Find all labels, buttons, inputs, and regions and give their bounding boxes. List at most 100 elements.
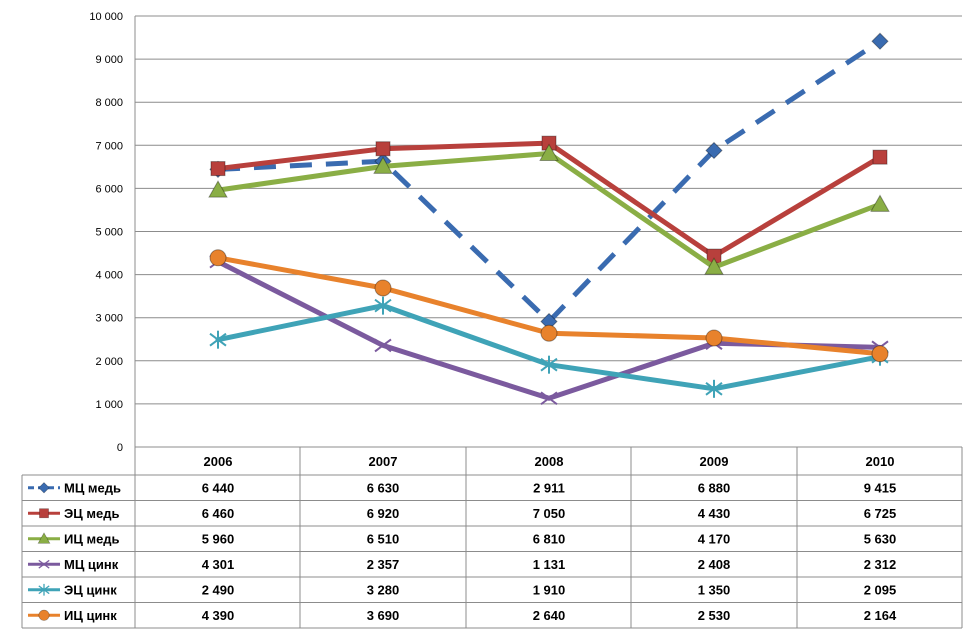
triangle-marker xyxy=(539,143,559,161)
series-name: МЦ медь xyxy=(64,480,121,495)
series-name: ИЦ медь xyxy=(64,531,120,546)
data-point-square xyxy=(375,141,391,157)
data-point-circle xyxy=(209,249,227,267)
table-cell-value: 2 911 xyxy=(533,480,565,495)
data-point-circle xyxy=(871,345,889,363)
y-tick-label: 4 000 xyxy=(95,270,123,282)
table-cell-value: 4 430 xyxy=(698,506,731,521)
legend-key xyxy=(28,559,60,569)
legend-key xyxy=(28,609,60,621)
data-point-triangle xyxy=(539,143,559,161)
y-tick-label: 8 000 xyxy=(95,97,123,109)
series-name: ИЦ цинк xyxy=(64,608,117,623)
circle-marker xyxy=(540,324,558,342)
x-category-label: 2010 xyxy=(866,454,895,469)
table-cell-value: 4 170 xyxy=(698,531,731,546)
triangle-marker xyxy=(37,532,51,544)
x-marker-stroke xyxy=(540,391,558,406)
legend-key xyxy=(28,508,60,519)
y-axis-ticks: 0 1 000 2 000 3 000 4 000 5 000 6 000 7 000 8 00… xyxy=(89,11,123,454)
data-point-asterisk xyxy=(209,330,227,349)
table-cell-value: 2 530 xyxy=(698,608,731,623)
table-cell-value: 1 350 xyxy=(698,582,731,597)
data-point-asterisk xyxy=(705,379,723,398)
square-marker xyxy=(375,141,391,157)
data-point-triangle xyxy=(870,194,890,212)
data-point-circle xyxy=(38,609,50,621)
series-line xyxy=(215,150,883,270)
table-cell-value: 4 390 xyxy=(202,608,235,623)
table-cell-value: 5 630 xyxy=(864,531,897,546)
table-cell-value: 6 880 xyxy=(698,480,731,495)
data-point-square xyxy=(39,508,49,519)
table-cell-value: 6 460 xyxy=(202,506,235,521)
x-category-label: 2007 xyxy=(369,454,398,469)
data-point-x xyxy=(374,338,392,353)
square-marker xyxy=(39,508,49,519)
y-tick-label: 3 000 xyxy=(95,313,123,325)
table-cell-value: 6 725 xyxy=(864,506,897,521)
legend-key xyxy=(28,583,60,596)
table-cell-value: 3 280 xyxy=(367,582,400,597)
data-point-asterisk xyxy=(374,296,392,315)
data-table: 2006 2007 2008 2009 2010 МЦ медь 6 440 6 630 2 9… xyxy=(21,446,963,629)
series-name: ЭЦ медь xyxy=(64,506,119,521)
x-marker-stroke xyxy=(374,338,392,353)
triangle-marker xyxy=(704,257,724,275)
table-cell-value: 1 131 xyxy=(533,557,566,572)
data-point-diamond xyxy=(705,141,723,160)
data-point-asterisk xyxy=(540,355,558,374)
data-point-circle xyxy=(705,329,723,347)
triangle-marker xyxy=(373,156,393,174)
table-cell-value: 1 910 xyxy=(533,582,566,597)
y-tick-label: 1 000 xyxy=(95,399,123,411)
table-cell-value: 7 050 xyxy=(533,506,566,521)
circle-marker xyxy=(209,249,227,267)
data-point-circle xyxy=(374,279,392,297)
data-point-triangle xyxy=(208,180,228,198)
triangle-marker xyxy=(870,194,890,212)
data-point-triangle xyxy=(704,257,724,275)
table-cell-value: 2 408 xyxy=(698,557,731,572)
diamond-marker xyxy=(705,141,723,160)
x-category-label: 2006 xyxy=(204,454,233,469)
table-cell-value: 9 415 xyxy=(864,480,897,495)
series-line xyxy=(217,39,882,325)
data-point-square xyxy=(872,149,888,165)
table-cell-value: 5 960 xyxy=(202,531,235,546)
y-tick-label: 10 000 xyxy=(89,11,123,23)
series-name: МЦ цинк xyxy=(64,557,119,572)
table-cell-value: 4 301 xyxy=(202,557,235,572)
series-name: ЭЦ цинк xyxy=(64,582,117,597)
y-tick-label: 7 000 xyxy=(95,140,123,152)
y-tick-label: 5 000 xyxy=(95,227,123,239)
circle-marker xyxy=(705,329,723,347)
table-cell-value: 3 690 xyxy=(367,608,400,623)
y-tick-label: 6 000 xyxy=(95,183,123,195)
table-cell-value: 2 357 xyxy=(367,557,400,572)
series-lines xyxy=(208,32,890,406)
data-point-circle xyxy=(540,324,558,342)
data-point-asterisk xyxy=(38,583,50,596)
table-cell-value: 2 095 xyxy=(864,582,897,597)
circle-marker xyxy=(871,345,889,363)
table-cell-value: 6 510 xyxy=(367,531,400,546)
table-cell-value: 6 440 xyxy=(202,480,235,495)
x-category-label: 2009 xyxy=(700,454,729,469)
square-marker xyxy=(210,161,226,177)
table-cell-value: 2 640 xyxy=(533,608,566,623)
data-point-x xyxy=(540,391,558,406)
legend-key xyxy=(28,482,60,494)
y-tick-label: 2 000 xyxy=(95,356,123,368)
x-category-label: 2008 xyxy=(535,454,564,469)
data-point-square xyxy=(210,161,226,177)
table-cell-value: 6 630 xyxy=(367,480,400,495)
data-point-diamond xyxy=(38,482,50,494)
table-cell-value: 6 810 xyxy=(533,531,566,546)
triangle-marker xyxy=(208,180,228,198)
legend-key xyxy=(28,532,60,544)
gridlines xyxy=(134,15,962,448)
data-point-x xyxy=(38,559,50,569)
square-marker xyxy=(872,149,888,165)
